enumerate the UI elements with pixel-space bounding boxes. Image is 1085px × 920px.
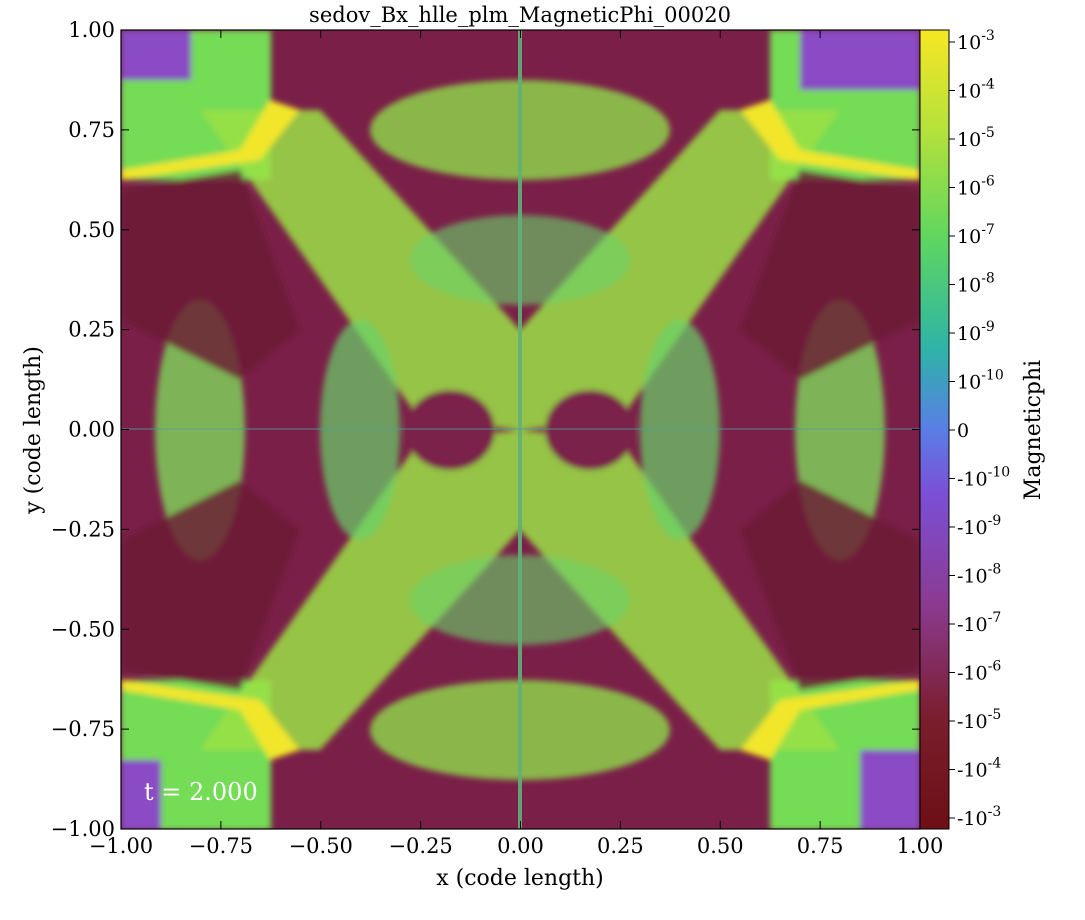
- colorbar-tick-label: -10-3: [957, 804, 1001, 830]
- x-tick-label: 0.25: [597, 834, 644, 858]
- y-tick-label: 0.00: [68, 418, 115, 442]
- x-tick-label: 0.00: [497, 834, 544, 858]
- y-tick-label: 0.75: [68, 118, 115, 142]
- colorbar-tick-label: 10-7: [957, 222, 995, 248]
- y-axis-label: y (code length): [21, 346, 46, 515]
- x-tick-label: 0.50: [697, 834, 744, 858]
- y-tick-label: −0.50: [51, 617, 115, 641]
- colorbar-tick-label: 10-5: [957, 125, 995, 151]
- colorbar-gradient: [919, 29, 950, 830]
- y-tick-label: −0.25: [51, 517, 115, 541]
- x-tick-label: −0.75: [189, 834, 253, 858]
- colorbar-tick-label: -10-10: [957, 465, 1010, 491]
- x-tick-label: 1.00: [897, 834, 944, 858]
- colorbar-tick-label: -10-5: [957, 707, 1001, 733]
- y-axis: −1.00 −0.75 −0.50 −0.25 0.00 0.25 0.50 0.75 1.00: [51, 18, 920, 841]
- x-tick-label: −1.00: [89, 834, 153, 858]
- colorbar-label: Magneticphi: [1021, 360, 1046, 500]
- colorbar-tick-label: 10-4: [957, 77, 995, 103]
- heatmap-image: [121, 30, 920, 829]
- colorbar-tick-label: -10-7: [957, 610, 1001, 636]
- colorbar-tick-label: 10-6: [957, 174, 995, 200]
- x-axis-label: x (code length): [436, 866, 604, 891]
- colorbar: 10-3 10-4 10-5 10-6 10-7 10-8 10-9 10-10 0 -10-10…: [919, 28, 1046, 830]
- time-annotation: t = 2.000: [144, 778, 258, 806]
- colorbar-ticks: 10-3 10-4 10-5 10-6 10-7 10-8 10-9 10-10 0 -10-10…: [949, 28, 1010, 830]
- chart-title: sedov_Bx_hlle_plm_MagneticPhi_00020: [309, 3, 731, 27]
- y-tick-label: −0.75: [51, 717, 115, 741]
- x-tick-label: 0.75: [797, 834, 844, 858]
- y-tick-label: 0.25: [68, 318, 115, 342]
- y-tick-label: 0.50: [68, 218, 115, 242]
- colorbar-tick-label: -10-8: [957, 562, 1001, 588]
- x-tick-label: −0.25: [388, 834, 452, 858]
- colorbar-tick-label: -10-6: [957, 659, 1001, 685]
- colorbar-tick-label: 10-9: [957, 319, 995, 345]
- colorbar-tick-label: 10-8: [957, 271, 995, 297]
- x-axis: −1.00 −0.75 −0.50 −0.25 0.00 0.25 0.50 0.75 1.00: [89, 30, 944, 858]
- colorbar-tick-label: 10-10: [957, 368, 1004, 394]
- colorbar-tick-label: -10-4: [957, 756, 1001, 782]
- y-tick-label: 1.00: [68, 18, 115, 42]
- colorbar-tick-label: 10-3: [957, 28, 995, 54]
- colorbar-tick-label: 0: [957, 420, 969, 442]
- x-tick-label: −0.50: [289, 834, 353, 858]
- y-tick-label: −1.00: [51, 817, 115, 841]
- colorbar-tick-label: -10-9: [957, 513, 1001, 539]
